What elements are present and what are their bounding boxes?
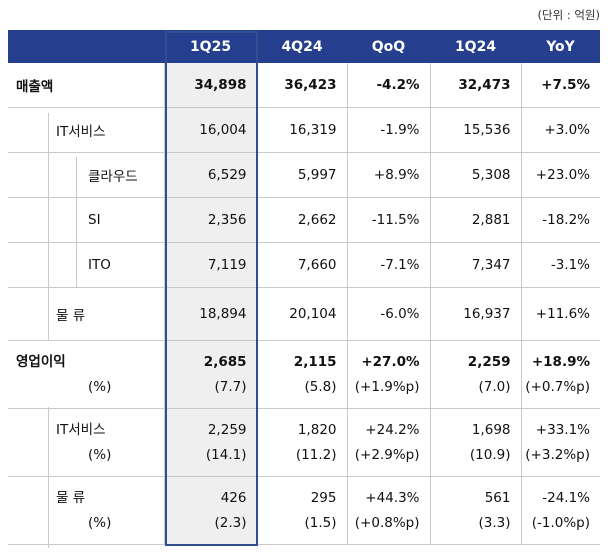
header-qoq: QoQ xyxy=(347,30,430,63)
cell-qoq: -1.9% xyxy=(346,107,430,153)
table-row-revenue: 매출액 34,898 36,423 -4.2% 32,473 +7.5% xyxy=(8,63,600,108)
table-row-op-it: IT서비스 (%) 2,259 (14.1) 1,820 (11.2) +24.2%… xyxy=(8,408,600,477)
cell-1q25: 2,259 (14.1) xyxy=(163,408,257,477)
cell-4q24: 1,820 (11.2) xyxy=(256,408,347,477)
row-label: ITO xyxy=(8,242,164,288)
cell-1q24: 5,308 xyxy=(429,152,521,198)
row-label: 클라우드 xyxy=(8,152,164,198)
row-label: IT서비스 xyxy=(8,107,164,153)
row-label: 영업이익 (%) xyxy=(8,340,164,409)
cell-1q24: 16,937 xyxy=(429,287,521,341)
cell-4q24: 36,423 xyxy=(256,63,347,108)
cell-4q24: 295 (1.5) xyxy=(256,476,347,545)
cell-1q24: 2,881 xyxy=(429,197,521,243)
header-4q24: 4Q24 xyxy=(257,30,347,63)
table-row-ito: ITO 7,119 7,660 -7.1% 7,347 -3.1% xyxy=(8,242,600,288)
cell-4q24: 20,104 xyxy=(256,287,347,341)
header-1q24: 1Q24 xyxy=(430,30,521,63)
cell-yoy: -3.1% xyxy=(520,242,600,288)
row-label: 물 류 (%) xyxy=(8,476,164,545)
table-row-op-income: 영업이익 (%) 2,685 (7.7) 2,115 (5.8) +27.0% (+1… xyxy=(8,340,600,409)
cell-qoq: +44.3% (+0.8%p) xyxy=(346,476,430,545)
cell-yoy: +7.5% xyxy=(520,63,600,108)
header-1q25: 1Q25 xyxy=(164,30,257,63)
cell-qoq: +27.0% (+1.9%p) xyxy=(346,340,430,409)
cell-1q25: 2,685 (7.7) xyxy=(163,340,257,409)
cell-1q24: 7,347 xyxy=(429,242,521,288)
header-row: 1Q25 4Q24 QoQ 1Q24 YoY xyxy=(8,30,600,63)
header-yoy: YoY xyxy=(521,30,600,63)
row-label: IT서비스 (%) xyxy=(8,408,164,477)
cell-1q25: 16,004 xyxy=(163,107,257,153)
cell-qoq: -4.2% xyxy=(346,63,430,108)
table-row-op-logistics: 물 류 (%) 426 (2.3) 295 (1.5) +44.3% (+0.8%p)… xyxy=(8,476,600,545)
cell-4q24: 7,660 xyxy=(256,242,347,288)
cell-1q25: 426 (2.3) xyxy=(163,476,257,545)
row-label: 물 류 xyxy=(8,287,164,341)
cell-yoy: +3.0% xyxy=(520,107,600,153)
row-label: SI xyxy=(8,197,164,243)
table-row-it-services: IT서비스 16,004 16,319 -1.9% 15,536 +3.0% xyxy=(8,107,600,153)
cell-yoy: +11.6% xyxy=(520,287,600,341)
cell-1q24: 2,259 (7.0) xyxy=(429,340,521,409)
unit-label: (단위 : 억원) xyxy=(537,8,600,22)
cell-1q25: 34,898 xyxy=(163,63,257,108)
cell-yoy: -18.2% xyxy=(520,197,600,243)
cell-yoy: +23.0% xyxy=(520,152,600,198)
header-blank xyxy=(8,30,164,63)
cell-qoq: +8.9% xyxy=(346,152,430,198)
cell-1q24: 1,698 (10.9) xyxy=(429,408,521,477)
table-row-cloud: 클라우드 6,529 5,997 +8.9% 5,308 +23.0% xyxy=(8,152,600,198)
cell-4q24: 2,115 (5.8) xyxy=(256,340,347,409)
table-row-logistics: 물 류 18,894 20,104 -6.0% 16,937 +11.6% xyxy=(8,287,600,341)
cell-1q24: 15,536 xyxy=(429,107,521,153)
cell-1q25: 7,119 xyxy=(163,242,257,288)
cell-4q24: 16,319 xyxy=(256,107,347,153)
cell-yoy: -24.1% (-1.0%p) xyxy=(520,476,600,545)
table-row-si: SI 2,356 2,662 -11.5% 2,881 -18.2% xyxy=(8,197,600,243)
cell-yoy: +33.1% (+3.2%p) xyxy=(520,408,600,477)
cell-1q25: 18,894 xyxy=(163,287,257,341)
cell-1q25: 2,356 xyxy=(163,197,257,243)
row-label: 매출액 xyxy=(8,63,164,108)
cell-qoq: +24.2% (+2.9%p) xyxy=(346,408,430,477)
cell-1q25: 6,529 xyxy=(163,152,257,198)
cell-4q24: 2,662 xyxy=(256,197,347,243)
cell-1q24: 32,473 xyxy=(429,63,521,108)
cell-qoq: -11.5% xyxy=(346,197,430,243)
cell-qoq: -6.0% xyxy=(346,287,430,341)
financial-table: 1Q25 4Q24 QoQ 1Q24 YoY 매출액 34,898 36,423… xyxy=(8,30,600,545)
cell-1q24: 561 (3.3) xyxy=(429,476,521,545)
cell-qoq: -7.1% xyxy=(346,242,430,288)
cell-4q24: 5,997 xyxy=(256,152,347,198)
cell-yoy: +18.9% (+0.7%p) xyxy=(520,340,600,409)
